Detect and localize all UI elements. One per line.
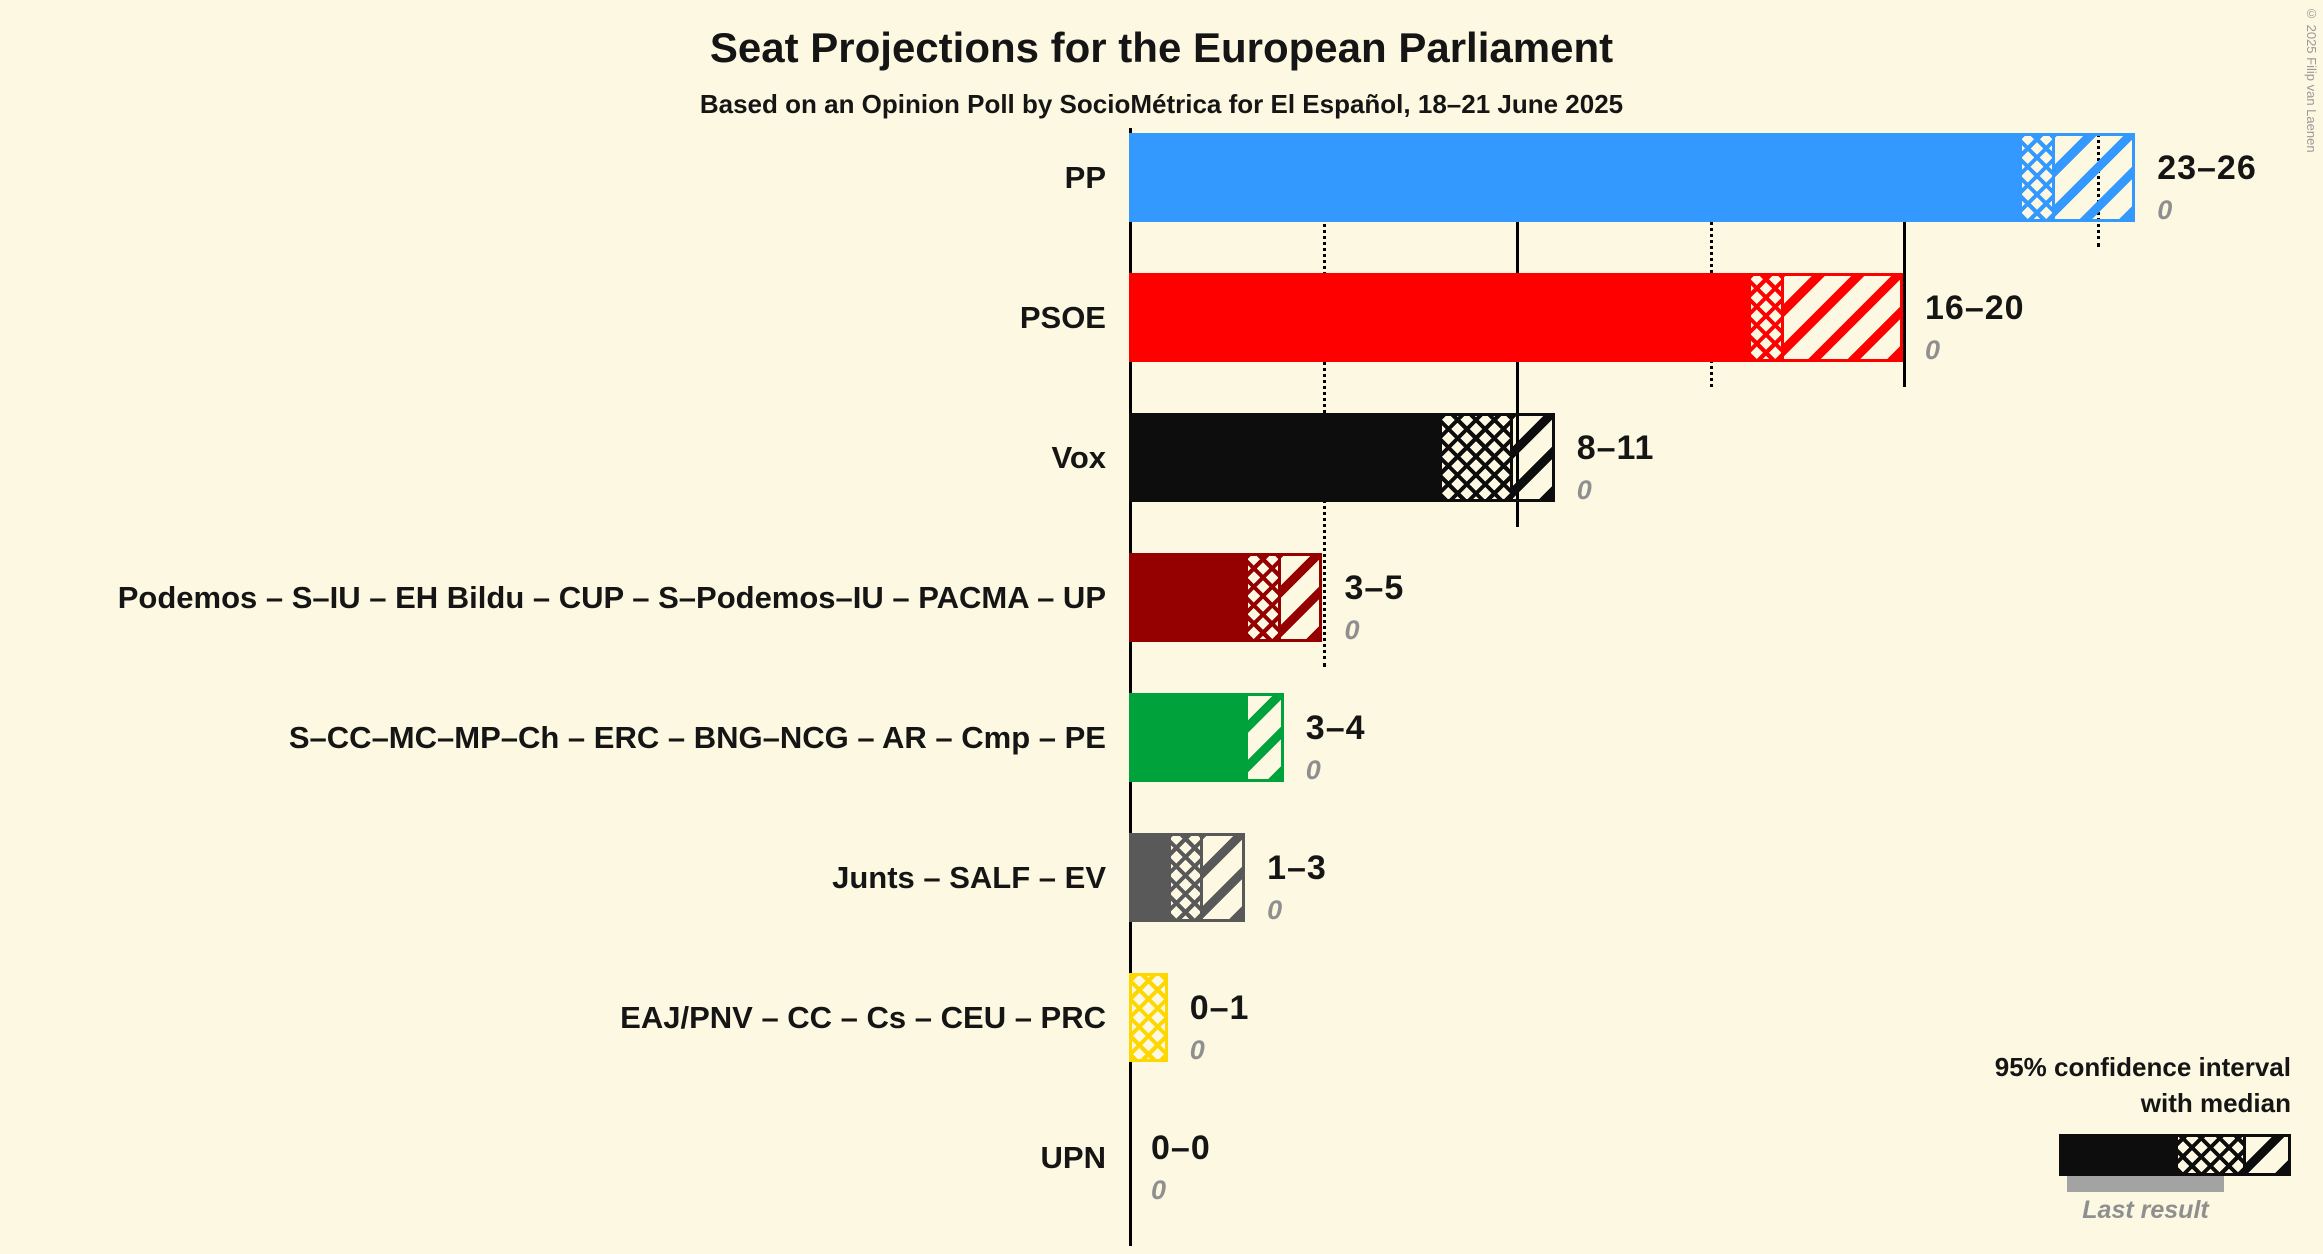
- confidence-bar: [1129, 133, 2136, 222]
- bar-diagonal-segment: [1203, 836, 1243, 919]
- last-result-value: 0: [2157, 195, 2173, 225]
- seat-range-label: 8–11: [1576, 429, 1655, 467]
- bar-crosshatch-segment: [1751, 276, 1784, 359]
- legend-last-result-label: Last result: [2082, 1196, 2209, 1224]
- last-result-value: 0: [1576, 475, 1592, 505]
- legend-ci-line2: with median: [2140, 1088, 2291, 1118]
- chart-title: Seat Projections for the European Parlia…: [709, 24, 1614, 71]
- last-result-value: 0: [1925, 335, 1941, 365]
- bar-diagonal-segment: [1280, 556, 1320, 639]
- seat-range-label: 16–20: [1925, 289, 2025, 327]
- party-label: EAJ/PNV – CC – Cs – CEU – PRC: [620, 1000, 1106, 1035]
- confidence-bar: [1129, 413, 1555, 502]
- bar-ci-region: [1438, 413, 1555, 502]
- bar-row: Junts – SALF – EV 1–3 0: [0, 833, 2323, 973]
- legend-solid-segment: [2059, 1134, 2175, 1176]
- legend-diagonal-segment: [2246, 1137, 2288, 1173]
- bar-row: S–CC–MC–MP–Ch – ERC – BNG–NCG – AR – Cmp…: [0, 693, 2323, 833]
- last-result-value: 0: [1305, 755, 1321, 785]
- party-label: PSOE: [1019, 300, 1106, 335]
- party-label: Vox: [1051, 440, 1106, 475]
- seat-range-label: 3–4: [1305, 709, 1366, 747]
- bar-row: EAJ/PNV – CC – Cs – CEU – PRC 0–1 0: [0, 973, 2323, 1113]
- bar-crosshatch-segment: [1170, 836, 1204, 919]
- confidence-bar: [1129, 973, 1168, 1062]
- last-result-value: 0: [1344, 615, 1360, 645]
- chart-subtitle: Based on an Opinion Poll by SocioMétrica…: [699, 89, 1624, 119]
- grid-line-5: [1322, 133, 1326, 667]
- bar-crosshatch-segment: [2022, 136, 2055, 219]
- last-result-value: 0: [1267, 895, 1283, 925]
- bar-solid-segment: [1129, 693, 1246, 782]
- last-result-value: 0: [1189, 1035, 1205, 1065]
- bar-row: UPN 0–0 0: [0, 1113, 2323, 1253]
- party-label: Junts – SALF – EV: [832, 860, 1106, 895]
- confidence-bar: [1129, 273, 1903, 362]
- seat-range-label: 0–0: [1151, 1129, 1211, 1167]
- legend-ci-line1: 95% confidence interval: [1994, 1052, 2291, 1082]
- bar-ci-region: [2019, 133, 2136, 222]
- bar-solid-segment: [1129, 833, 1168, 922]
- bar-crosshatch-segment: [1441, 416, 1513, 499]
- bar-diagonal-segment: [1783, 276, 1900, 359]
- bar-solid-segment: [1129, 413, 1439, 502]
- bar-row: PP 23–26 0: [0, 133, 2323, 273]
- bar-row: PSOE 16–20 0: [0, 273, 2323, 413]
- party-label: S–CC–MC–MP–Ch – ERC – BNG–NCG – AR – Cmp…: [288, 720, 1106, 755]
- bar-ci-region: [1748, 273, 1903, 362]
- bar-ci-region: [1129, 973, 1168, 1062]
- bar-row: Podemos – S–IU – EH Bildu – CUP – S–Pode…: [0, 553, 2323, 693]
- bar-row: Vox 8–11 0: [0, 413, 2323, 553]
- seat-range-label: 0–1: [1189, 989, 1250, 1027]
- copyright-notice: © 2025 Filip van Laenen: [2304, 6, 2319, 153]
- grid-line-15: [1709, 133, 1713, 387]
- axis-line: [1129, 128, 1132, 1246]
- party-label: UPN: [1040, 1140, 1106, 1175]
- bar-ci-region: [1245, 693, 1284, 782]
- confidence-bar: [1129, 833, 1246, 922]
- bar-diagonal-segment: [2054, 136, 2133, 219]
- legend-crosshatch-segment: [2178, 1137, 2246, 1173]
- bar-diagonal-segment: [1512, 416, 1552, 499]
- party-label: Podemos – S–IU – EH Bildu – CUP – S–Pode…: [117, 580, 1106, 615]
- seat-range-label: 1–3: [1267, 849, 1327, 887]
- legend-ci-region: [2175, 1134, 2291, 1176]
- last-result-value: 0: [1151, 1175, 1167, 1205]
- confidence-bar: [1129, 553, 1323, 642]
- seat-range-label: 3–5: [1344, 569, 1405, 607]
- legend-last-result-bar: [2067, 1176, 2224, 1192]
- bar-diagonal-segment: [1248, 696, 1281, 779]
- bar-solid-segment: [1129, 133, 2020, 222]
- grid-line-20: [1903, 133, 1906, 387]
- bar-ci-region: [1167, 833, 1246, 922]
- bar-crosshatch-segment: [1248, 556, 1281, 639]
- bar-ci-region: [1245, 553, 1323, 642]
- bar-solid-segment: [1129, 553, 1246, 642]
- bar-crosshatch-segment: [1132, 976, 1165, 1059]
- bar-solid-segment: [1129, 273, 1749, 362]
- confidence-bar: [1129, 693, 1284, 782]
- legend-sample-bar: [2059, 1134, 2291, 1176]
- party-label: PP: [1064, 160, 1106, 195]
- seat-range-label: 23–26: [2157, 149, 2257, 187]
